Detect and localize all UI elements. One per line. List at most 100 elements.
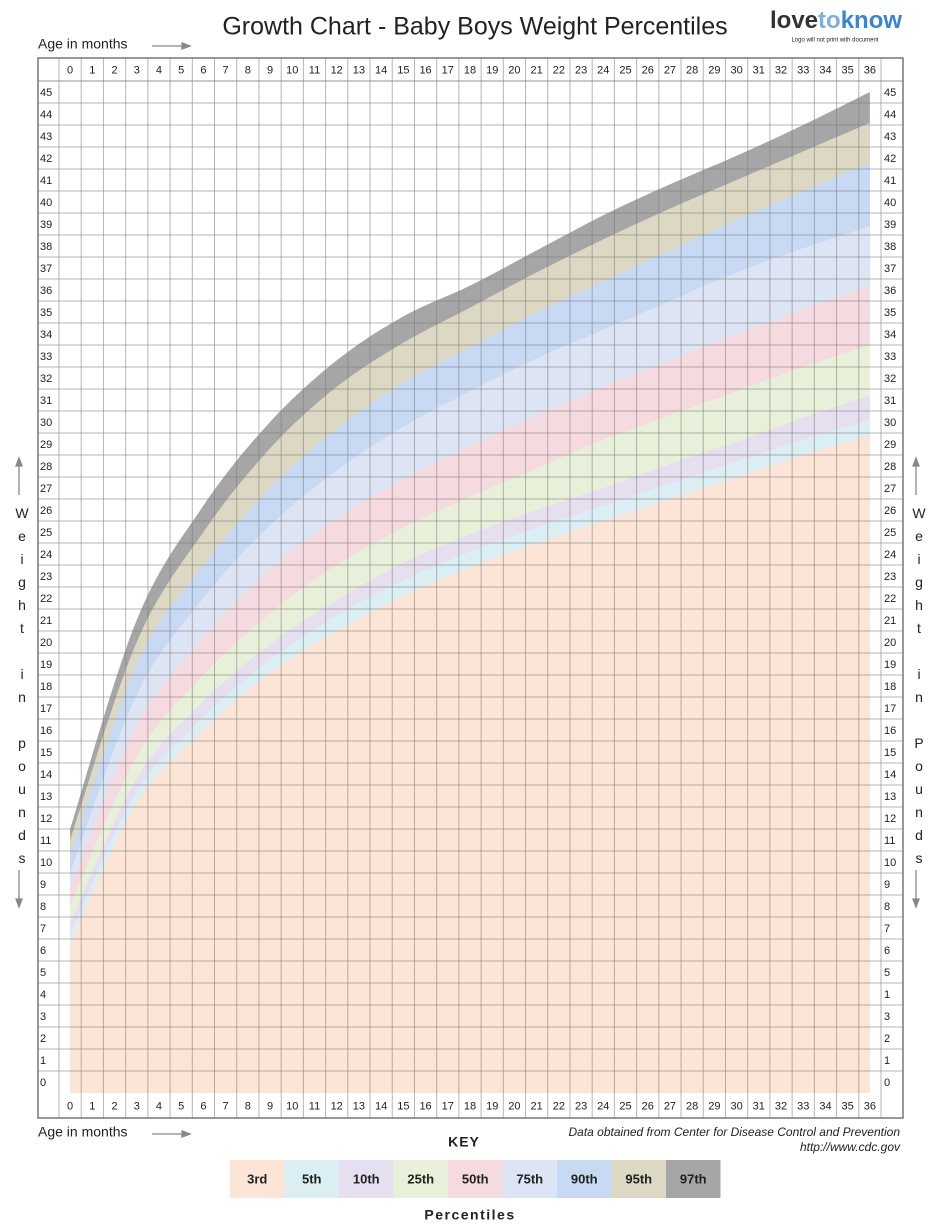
x-tick-label: 35 [842,1100,854,1112]
y2-tick-label: 30 [884,417,896,429]
x-tick-label: 26 [642,1100,654,1112]
y-tick-label: 37 [40,263,52,275]
x-tick-label: 19 [486,1100,498,1112]
y-tick-label: 13 [40,791,52,803]
x-axis-label: Age in months [38,36,128,52]
x-tick-label: 10 [286,64,298,76]
y-tick-label: 24 [40,549,52,561]
logo-note: Logo will not print with document [791,38,878,44]
x-tick-label: 20 [508,1100,520,1112]
x-tick-label: 3 [134,64,140,76]
y-tick-label: 6 [40,945,46,957]
x-tick-label: 34 [819,64,831,76]
x-tick-label: 13 [353,64,365,76]
legend-caption: Percentiles [424,1207,515,1223]
x-tick-label: 19 [486,64,498,76]
y2-tick-label: 16 [884,725,896,737]
y2-tick-label: 27 [884,483,896,495]
chart-title: Growth Chart - Baby Boys Weight Percenti… [222,13,727,41]
x-tick-label: 4 [156,1100,162,1112]
legend-swatch [557,1160,612,1198]
y-tick-label: 27 [40,483,52,495]
x-tick-label: 27 [664,64,676,76]
y-tick-label: 35 [40,307,52,319]
legend-swatch [230,1160,285,1198]
y2-tick-label: 17 [884,703,896,715]
y2-tick-label: 20 [884,637,896,649]
y-tick-label: 39 [40,219,52,231]
tick-labels: 0011223344556677889910101111121213131414… [40,64,896,1112]
y2-tick-label: 28 [884,461,896,473]
x-tick-label: 21 [531,1100,543,1112]
y2-tick-label: 0 [884,1077,890,1089]
x-tick-label: 11 [309,1100,320,1112]
y2-tick-label: 23 [884,571,896,583]
legend-swatch [448,1160,503,1198]
x-tick-label: 31 [753,1100,765,1112]
y2-tick-label: 1 [884,989,890,1001]
y-tick-label: 5 [40,967,46,979]
y-tick-label: 29 [40,439,52,451]
y-tick-label: 40 [40,197,52,209]
y-tick-label: 7 [40,923,46,935]
y2-tick-label: 11 [884,835,895,847]
y-axis-label: Weight in pounds [14,505,30,873]
y-tick-label: 42 [40,153,52,165]
logo-part: love [770,7,818,34]
y2-tick-label: 7 [884,923,890,935]
x-tick-label: 16 [419,1100,431,1112]
y-tick-label: 45 [40,87,52,99]
y-tick-label: 8 [40,901,46,913]
y-tick-label: 33 [40,351,52,363]
arrows [15,42,920,1138]
y-tick-label: 9 [40,879,46,891]
y-tick-label: 19 [40,659,52,671]
x-tick-label: 22 [553,1100,565,1112]
chart-border [37,57,904,1119]
y2-tick-label: 2 [884,1033,890,1045]
legend-label: 25th [407,1171,434,1186]
y-tick-label: 15 [40,747,52,759]
x-tick-label: 15 [397,1100,409,1112]
x-tick-label: 18 [464,64,476,76]
x-tick-label: 8 [245,64,251,76]
x-tick-label: 36 [864,64,876,76]
y-tick-label: 25 [40,527,52,539]
x-tick-label: 10 [286,1100,298,1112]
y2-tick-label: 13 [884,791,896,803]
y-tick-label: 32 [40,373,52,385]
legend-label: 95th [625,1171,652,1186]
x-tick-label: 22 [553,64,565,76]
y-tick-label: 41 [40,175,52,187]
y2-tick-label: 36 [884,285,896,297]
y2-tick-label: 37 [884,263,896,275]
x-tick-label: 29 [708,64,720,76]
y-tick-label: 30 [40,417,52,429]
y-tick-label: 3 [40,1011,46,1023]
logo-part: know [841,7,903,34]
legend-label: 5th [302,1171,322,1186]
areas [70,92,870,1094]
x-tick-label: 5 [178,64,184,76]
x-tick-label: 32 [775,1100,787,1112]
x-tick-label: 9 [267,1100,273,1112]
y-tick-label: 34 [40,329,52,341]
x-tick-label: 7 [223,1100,229,1112]
y2-tick-label: 15 [884,747,896,759]
x-tick-label: 21 [531,64,543,76]
x-tick-label: 3 [134,1100,140,1112]
y-tick-label: 44 [40,109,52,121]
x-tick-label: 14 [375,64,387,76]
y2-tick-label: 34 [884,329,896,341]
x-tick-label: 13 [353,1100,365,1112]
y2-tick-label: 5 [884,967,890,979]
arrow-head [912,456,920,467]
legend-title: KEY [448,1134,480,1150]
x-tick-label: 17 [442,1100,454,1112]
x-tick-label: 34 [819,1100,831,1112]
y2-tick-label: 3 [884,1011,890,1023]
x-tick-label: 18 [464,1100,476,1112]
arrow-head [15,898,23,909]
